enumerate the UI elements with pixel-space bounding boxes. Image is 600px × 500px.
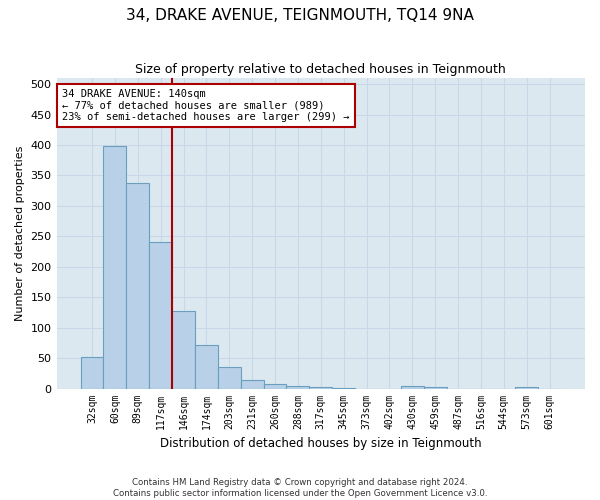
Bar [286,386,310,388]
Bar [263,384,286,388]
Bar [103,146,127,388]
Text: Contains HM Land Registry data © Crown copyright and database right 2024.
Contai: Contains HM Land Registry data © Crown c… [113,478,487,498]
Bar [80,357,103,388]
Bar [149,242,172,388]
Bar [515,386,538,388]
Y-axis label: Number of detached properties: Number of detached properties [15,146,25,321]
Title: Size of property relative to detached houses in Teignmouth: Size of property relative to detached ho… [136,62,506,76]
Bar [218,367,241,388]
Text: 34 DRAKE AVENUE: 140sqm
← 77% of detached houses are smaller (989)
23% of semi-d: 34 DRAKE AVENUE: 140sqm ← 77% of detache… [62,89,349,122]
Bar [172,310,195,388]
Text: 34, DRAKE AVENUE, TEIGNMOUTH, TQ14 9NA: 34, DRAKE AVENUE, TEIGNMOUTH, TQ14 9NA [126,8,474,22]
Bar [127,183,149,388]
Bar [401,386,424,388]
Bar [195,346,218,389]
Bar [241,380,263,388]
X-axis label: Distribution of detached houses by size in Teignmouth: Distribution of detached houses by size … [160,437,482,450]
